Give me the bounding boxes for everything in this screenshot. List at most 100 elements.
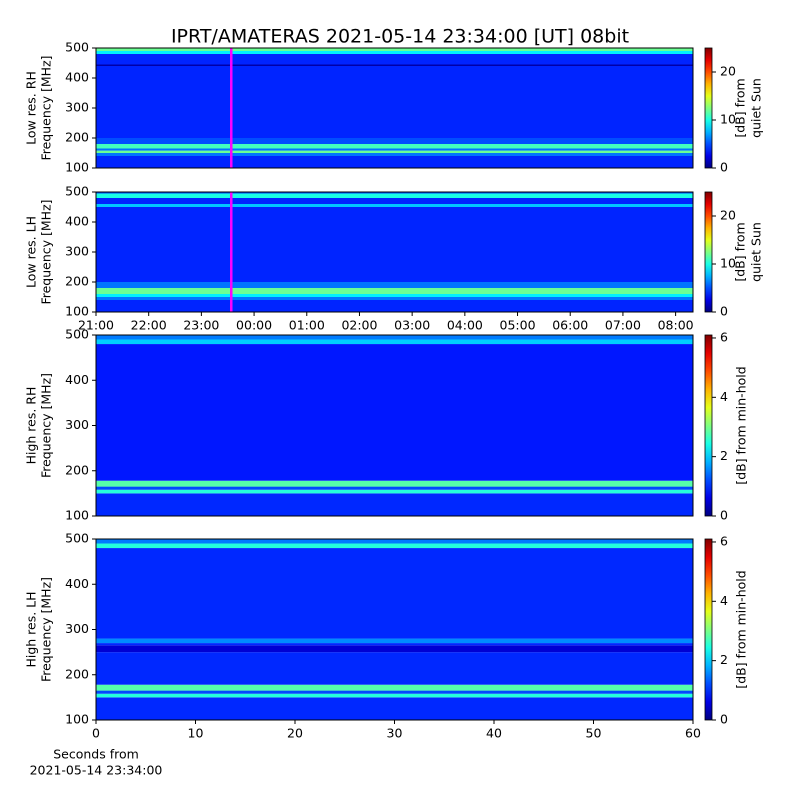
colorbar-tick-label: 10: [720, 256, 736, 271]
y-tick-label: 500: [65, 531, 89, 546]
heatmap-band: [96, 252, 693, 282]
y-axis-label: Frequency [MHz]: [39, 199, 54, 304]
heatmap-band: [96, 150, 693, 153]
colorbar: [704, 47, 713, 169]
heatmap-band: [96, 297, 693, 300]
heatmap-band: [96, 138, 693, 144]
x-tick-label: 22:00: [131, 318, 167, 333]
y-tick-label: 500: [65, 327, 89, 342]
colorbar-tick-label: 4: [720, 389, 728, 404]
colorbar-tick-label: 0: [720, 304, 728, 319]
y-tick-label: 100: [65, 304, 89, 319]
y-axis-label: Frequency [MHz]: [39, 577, 54, 682]
x-tick-label: 01:00: [289, 318, 325, 333]
heatmap-band: [96, 204, 693, 207]
colorbar-tick-label: 6: [720, 329, 728, 344]
x-axis-label: 2021-05-14 23:34:00: [30, 763, 163, 778]
heatmap-band: [96, 543, 693, 549]
colorbar-tick-label: 2: [720, 652, 728, 667]
x-tick-label: 60: [685, 726, 701, 741]
x-tick-label: 04:00: [447, 318, 483, 333]
x-tick-label: 10: [188, 726, 204, 741]
heatmap-band: [96, 539, 693, 544]
y-axis-label: Frequency [MHz]: [39, 55, 54, 160]
colorbar-label: quiet Sun: [749, 222, 764, 282]
y-axis-label: Low res. RH: [24, 71, 39, 145]
y-tick-label: 200: [65, 666, 89, 681]
y-axis-label: High res. RH: [24, 387, 39, 465]
y-axis-label: Frequency [MHz]: [39, 373, 54, 478]
x-tick-label: 30: [387, 726, 403, 741]
y-tick-label: 300: [65, 100, 89, 115]
x-tick-label: 40: [486, 726, 502, 741]
heatmap-band: [96, 690, 693, 694]
colorbar: [704, 538, 713, 721]
heatmap-band: [96, 643, 693, 646]
x-tick-label: 00:00: [236, 318, 272, 333]
colorbar-tick-label: 6: [720, 533, 728, 548]
heatmap-band: [96, 54, 693, 65]
colorbar-tick-label: 4: [720, 593, 728, 608]
heatmap-band: [96, 300, 693, 312]
heatmap-band: [96, 489, 693, 494]
y-tick-label: 400: [65, 576, 89, 591]
colorbar-label: [dB] from min-hold: [734, 366, 749, 484]
colorbar-label: [dB] from: [733, 78, 748, 137]
x-tick-label: 02:00: [341, 318, 377, 333]
heatmap-band: [96, 51, 693, 54]
heatmap-band: [96, 339, 693, 345]
heatmap-band: [96, 148, 693, 151]
y-tick-label: 200: [65, 274, 89, 289]
heatmap-band: [96, 288, 693, 294]
heatmap-band: [96, 486, 693, 490]
y-tick-label: 300: [65, 417, 89, 432]
heatmap-band: [96, 548, 693, 639]
x-tick-label: 05:00: [500, 318, 536, 333]
heatmap-band: [96, 198, 693, 204]
colorbar-tick-label: 20: [720, 208, 736, 223]
colorbar: [704, 334, 713, 517]
heatmap-band: [96, 66, 693, 138]
heatmap-band: [96, 156, 693, 168]
heatmap-band: [96, 294, 693, 297]
colorbar-tick-label: 0: [720, 712, 728, 727]
y-tick-label: 300: [65, 244, 89, 259]
y-tick-label: 200: [65, 462, 89, 477]
colorbar: [704, 191, 713, 313]
x-tick-label: 20: [287, 726, 303, 741]
y-axis-label: High res. LH: [24, 591, 39, 667]
y-tick-label: 200: [65, 130, 89, 145]
heatmap-band: [96, 344, 693, 481]
x-tick-label: 07:00: [605, 318, 641, 333]
y-tick-label: 100: [65, 508, 89, 523]
heatmap-band: [96, 684, 693, 691]
colorbar-tick-label: 0: [720, 160, 728, 175]
y-tick-label: 500: [65, 40, 89, 55]
x-tick-label: 21:00: [78, 318, 114, 333]
heatmap-band: [96, 48, 693, 51]
heatmap-band: [96, 638, 693, 644]
y-tick-label: 400: [65, 214, 89, 229]
heatmap-band: [96, 693, 693, 698]
chart-title: IPRT/AMATERAS 2021-05-14 23:34:00 [UT] 0…: [171, 26, 629, 48]
heatmap-band: [96, 282, 693, 288]
y-tick-label: 500: [65, 184, 89, 199]
y-tick-label: 100: [65, 160, 89, 175]
x-tick-label: 0: [92, 726, 100, 741]
x-tick-label: 50: [586, 726, 602, 741]
heatmap-band: [96, 64, 693, 66]
heatmap-band: [96, 153, 693, 156]
heatmap-band: [96, 697, 693, 720]
colorbar-tick-label: 20: [720, 64, 736, 79]
y-tick-label: 300: [65, 621, 89, 636]
heatmap-band: [96, 192, 693, 194]
heatmap-band: [96, 144, 693, 149]
heatmap-band: [96, 493, 693, 516]
y-tick-label: 100: [65, 712, 89, 727]
colorbar-tick-label: 0: [720, 508, 728, 523]
x-tick-label: 06:00: [552, 318, 588, 333]
heatmap-band: [96, 645, 693, 653]
heatmap-band: [96, 193, 693, 198]
heatmap-band: [96, 652, 693, 685]
